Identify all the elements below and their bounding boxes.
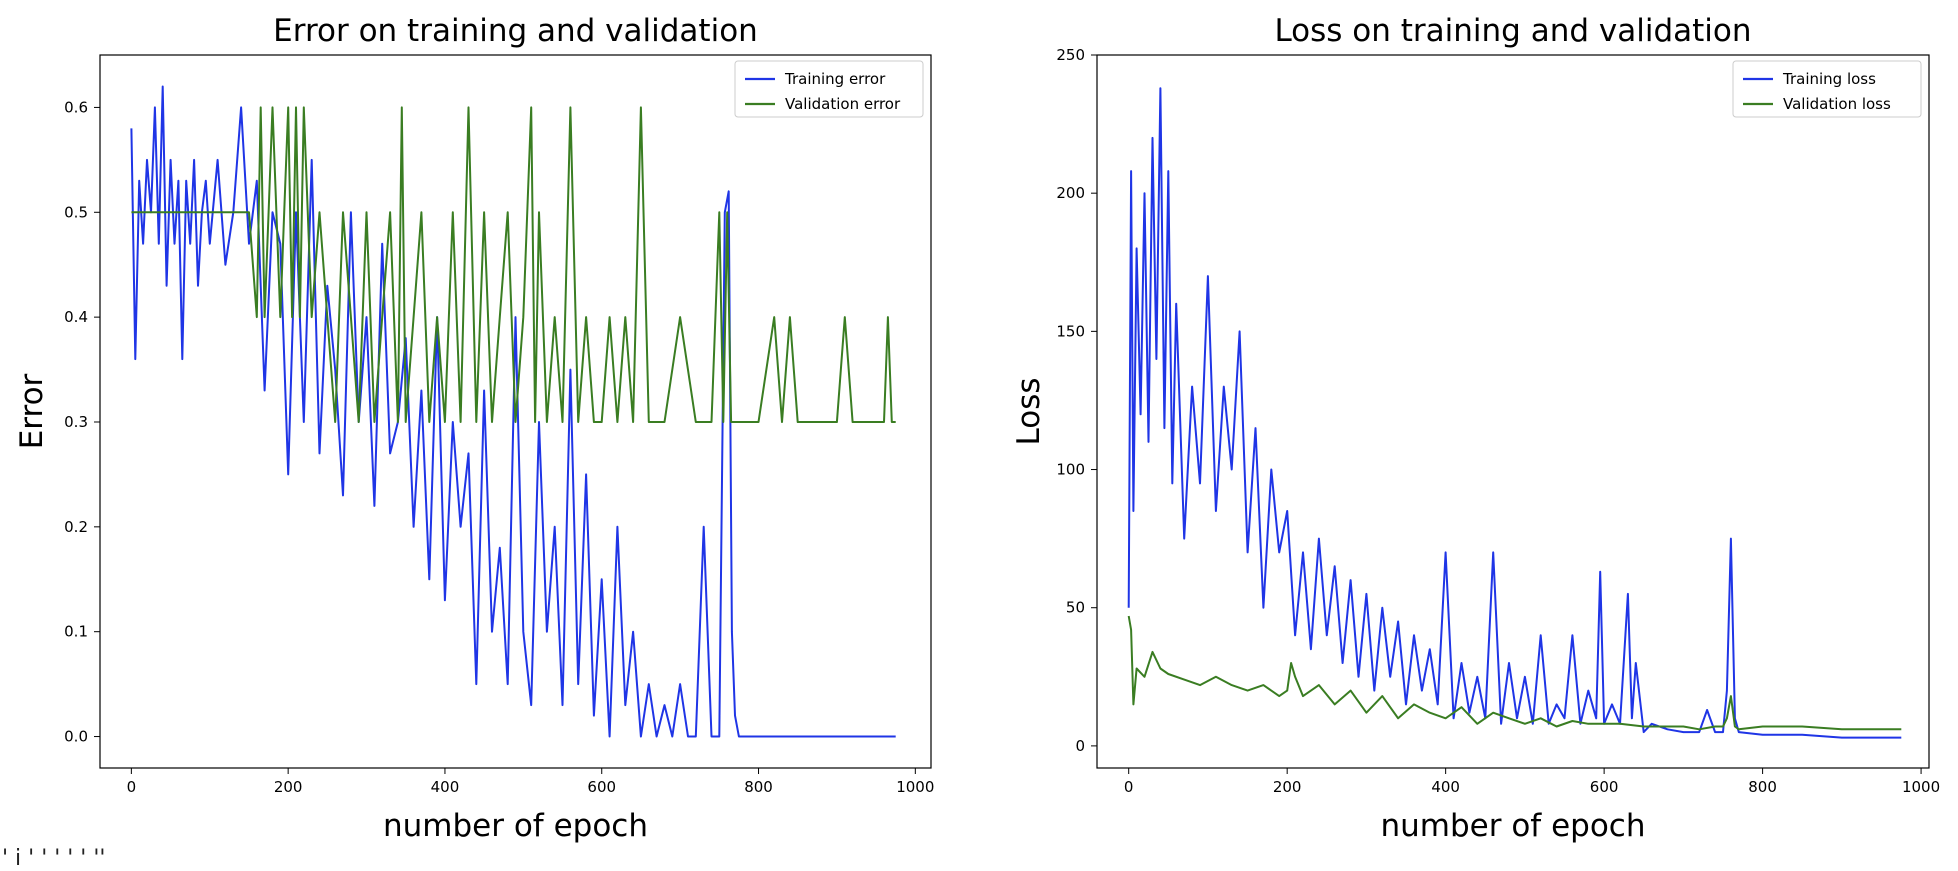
x-axis-label: number of epoch xyxy=(1381,808,1646,844)
y-tick-label: 50 xyxy=(1066,599,1085,617)
y-tick-label: 0 xyxy=(1075,737,1085,755)
y-tick-label: 150 xyxy=(1056,322,1085,340)
y-tick-label: 100 xyxy=(1056,461,1085,479)
x-tick-label: 200 xyxy=(1273,778,1302,796)
series-line-training xyxy=(130,85,896,738)
y-tick-label: 0.6 xyxy=(64,98,88,116)
y-axis-label: Loss xyxy=(1011,378,1047,446)
figure-caption-cutoff: ' i ' ' ' ' ' '' xyxy=(2,846,106,871)
axes-frame xyxy=(99,54,932,769)
legend-label: Training loss xyxy=(1782,70,1876,88)
legend: Training error Validation error xyxy=(734,60,924,118)
x-tick-label: 0 xyxy=(1124,778,1134,796)
chart-title: Loss on training and validation xyxy=(1274,13,1751,49)
y-tick-label: 0.0 xyxy=(64,728,88,746)
legend-label: Validation error xyxy=(785,95,901,113)
x-tick-label: 600 xyxy=(587,778,616,796)
y-tick-label: 0.5 xyxy=(64,203,88,221)
plot-area xyxy=(130,85,896,738)
y-tick-label: 250 xyxy=(1056,46,1085,64)
y-axis-label: Error xyxy=(14,373,50,449)
x-tick-label: 400 xyxy=(431,778,460,796)
x-tick-label: 400 xyxy=(1431,778,1460,796)
x-tick-label: 1000 xyxy=(1902,778,1940,796)
loss-chart: Loss on training and validation 0 200 400 60… xyxy=(1011,13,1940,844)
legend: Training loss Validation loss xyxy=(1732,60,1922,118)
y-tick-label: 0.1 xyxy=(64,623,88,641)
y-tick-label: 0.4 xyxy=(64,308,88,326)
series-line-validation xyxy=(131,106,896,423)
y-tick-label: 0.2 xyxy=(64,518,88,536)
legend-box xyxy=(1732,60,1922,118)
x-axis-label: number of epoch xyxy=(383,808,648,844)
legend-box xyxy=(734,60,924,118)
x-tick-label: 800 xyxy=(1748,778,1777,796)
y-tick-label: 200 xyxy=(1056,184,1085,202)
error-chart: Error on training and validation 0 200 400 6… xyxy=(14,13,934,844)
plot-area xyxy=(1127,87,1902,739)
axes-frame xyxy=(1096,54,1930,769)
series-line-training xyxy=(1127,87,1902,739)
y-tick-label: 0.3 xyxy=(64,413,88,431)
x-tick-label: 1000 xyxy=(896,778,934,796)
x-tick-label: 600 xyxy=(1590,778,1619,796)
legend-label: Validation loss xyxy=(1783,95,1891,113)
x-tick-label: 0 xyxy=(127,778,137,796)
x-tick-label: 800 xyxy=(744,778,773,796)
series-line-validation xyxy=(1127,615,1902,731)
legend-label: Training error xyxy=(784,70,886,88)
chart-title: Error on training and validation xyxy=(273,13,758,49)
x-tick-label: 200 xyxy=(274,778,303,796)
